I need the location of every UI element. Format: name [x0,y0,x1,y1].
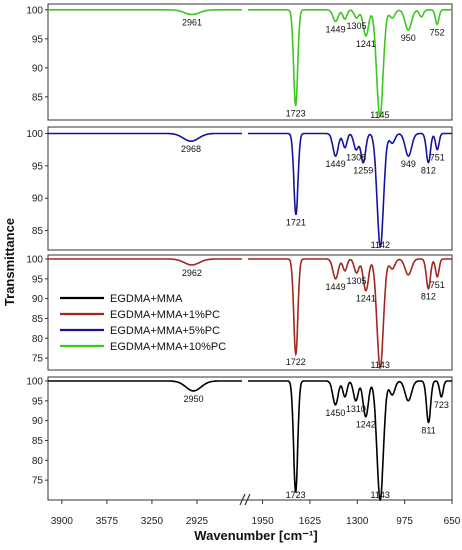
peak-label: 1310 [346,404,366,414]
y-tick-label: 100 [26,376,43,387]
peak-label: 1143 [370,490,389,500]
peak-label: 2950 [183,394,203,404]
peak-label: 2961 [182,17,202,27]
peak-label: 1305 [347,276,367,286]
y-tick-label: 100 [26,5,43,16]
legend: EGDMA+MMA EGDMA+MMA+1%PC EGDMA+MMA+5%PC EGD… [60,293,226,353]
x-axis-label: Wavenumber [cm⁻¹] [194,528,317,543]
peak-label: 1241 [356,294,376,304]
peak-label: 1143 [370,360,389,370]
spectrum-panel: 100 95 90 85 80 75 2950 1723 1450 1310 1242 1143 811… [26,376,453,501]
y-tick-label: 90 [32,294,44,305]
x-tick-label: 650 [444,516,461,527]
x-tick-label: 2925 [186,516,209,527]
peak-label: 1721 [286,217,306,227]
panel-frame [47,254,453,371]
y-axis-label: Transmittance [2,218,17,306]
y-tick-label: 95 [32,396,44,407]
y-tick-label: 75 [32,354,44,365]
x-tick-label: 3900 [51,516,74,527]
peak-label: 723 [434,400,449,410]
y-tick-label: 90 [32,194,44,205]
y-tick-label: 80 [32,334,44,345]
y-tick-label: 85 [32,436,44,447]
spectrum-line [48,380,452,501]
y-tick-label: 95 [32,34,44,45]
legend-label: EGDMA+MMA+1%PC [110,309,220,321]
peak-label: 1142 [371,240,390,250]
spectrum-line [48,9,452,118]
peak-label: 1305 [347,21,367,31]
x-axis: 3900 3575 3250 2925 1950 1625 1300 975 650 [51,493,461,527]
panel-frame [47,126,453,251]
y-tick-label: 90 [32,416,44,427]
peak-label: 1308 [346,153,366,163]
peak-label: 1145 [370,110,389,120]
panel-frame [47,376,453,501]
peak-label: 1241 [356,39,376,49]
axis-break-mark [244,493,251,506]
peak-label: 2962 [182,268,202,278]
peak-label: 1449 [326,282,346,292]
y-tick-label: 95 [32,161,44,172]
y-tick-label: 80 [32,456,44,467]
spectrum-panel: 100 95 90 85 2961 1723 1449 1305 1241 1145 950 752 [26,3,453,121]
peak-label: 1723 [286,109,306,119]
y-tick-label: 100 [26,129,43,140]
y-tick-label: 90 [32,63,44,74]
spectrum-line [48,258,452,369]
peak-label: 949 [401,159,416,169]
x-tick-label: 1300 [346,516,369,527]
x-tick-label: 3250 [141,516,164,527]
legend-label: EGDMA+MMA [110,293,183,305]
y-tick-label: 75 [32,476,44,487]
legend-label: EGDMA+MMA+5%PC [110,325,220,337]
peak-label: 1449 [326,159,346,169]
peak-label: 950 [401,33,416,43]
peak-label: 1722 [286,357,306,367]
peak-label: 1259 [353,166,373,176]
y-tick-label: 85 [32,92,44,103]
peak-label: 1450 [325,408,345,418]
x-tick-label: 3575 [96,516,119,527]
y-tick-label: 95 [32,274,44,285]
peak-label: 751 [430,153,445,163]
peak-label: 1449 [326,24,346,34]
x-tick-label: 975 [396,516,413,527]
y-tick-label: 85 [32,226,44,237]
peak-label: 812 [421,166,436,176]
peak-label: 1723 [286,490,306,500]
x-tick-label: 1950 [251,516,274,527]
peak-label: 811 [421,426,435,436]
peak-label: 2968 [181,144,201,154]
spectrum-line [48,132,452,249]
peak-label: 752 [430,27,445,37]
peak-label: 812 [421,292,436,302]
legend-label: EGDMA+MMA+10%PC [110,341,226,353]
axis-break-mark [239,493,246,506]
x-tick-label: 1625 [299,516,322,527]
y-tick-label: 100 [26,254,43,265]
peak-label: 1242 [356,420,376,430]
panel-frame [47,3,453,121]
y-tick-label: 85 [32,314,44,325]
peak-label: 751 [430,280,445,290]
